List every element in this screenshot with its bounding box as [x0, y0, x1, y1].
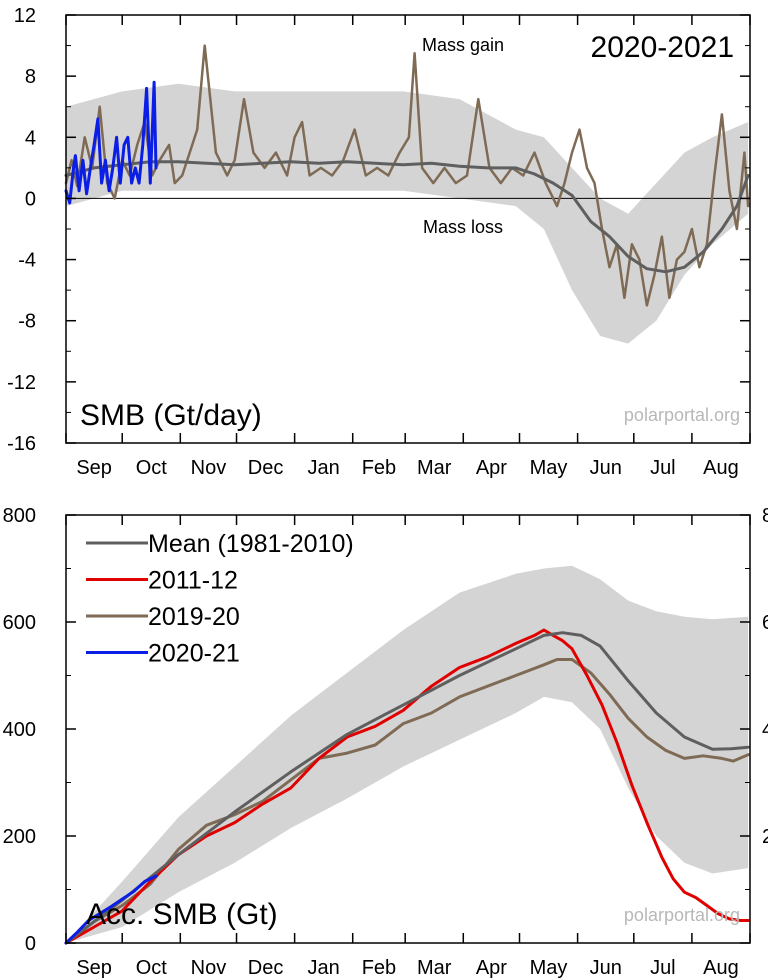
x-month-label: Jun — [590, 957, 622, 979]
x-month-label: Jun — [590, 457, 622, 479]
top-chart-title: 2020-2021 — [591, 31, 734, 64]
right-tick-label: 8 — [762, 505, 768, 527]
y-tick-label: -4 — [18, 250, 36, 272]
top-x-axis: Sep Oct Nov Dec Jan Feb Mar Apr May Jun Jul Aug — [65, 15, 751, 479]
y-tick-label: -12 — [7, 372, 36, 394]
series-line-2019-20 — [64, 658, 750, 945]
x-month-label: Sep — [76, 957, 112, 979]
x-month-label: Mar — [417, 957, 452, 979]
series-line-mean-1981-2010- — [64, 160, 750, 274]
right-tick-label: 2 — [762, 826, 768, 848]
y-tick-label: 800 — [3, 505, 36, 527]
y-tick-label: 8 — [25, 66, 36, 88]
legend-label: 2019-20 — [148, 603, 240, 631]
y-tick-label: 400 — [3, 719, 36, 741]
x-month-label: Oct — [136, 457, 168, 479]
right-tick-label: 4 — [762, 719, 768, 741]
bottom-series-group — [64, 628, 750, 945]
x-month-label: Jul — [650, 457, 676, 479]
series-line-2019-20 — [64, 44, 750, 307]
x-month-label: Jan — [308, 957, 340, 979]
y-tick-label: 0 — [25, 188, 36, 210]
right-tick-label: 6 — [762, 612, 768, 634]
legend-label: Mean (1981-2010) — [148, 530, 354, 558]
top-watermark: polarportal.org — [624, 405, 740, 425]
legend-label: 2011-12 — [148, 567, 238, 595]
x-month-label: Mar — [417, 457, 452, 479]
series-line-2020-21 — [64, 874, 158, 945]
series-line-2011-12 — [64, 628, 750, 945]
y-tick-label: 600 — [3, 612, 36, 634]
legend-label: 2020-21 — [148, 640, 240, 668]
legend: Mean (1981-2010) 2011-12 2019-20 2020-21 — [86, 530, 354, 668]
bottom-right-axis: 8 6 4 2 — [762, 505, 768, 848]
y-tick-label: 12 — [14, 5, 36, 27]
accumulated-smb-panel: 800 600 400 200 0 8 6 4 2 Sep Oct Nov Dec Jan Feb Mar… — [3, 505, 768, 979]
y-tick-label: 200 — [3, 826, 36, 848]
x-month-label: Oct — [136, 957, 168, 979]
series-line-2020-21 — [64, 80, 158, 205]
series-line-mean-1981-2010- — [64, 631, 750, 945]
bottom-x-axis: Sep Oct Nov Dec Jan Feb Mar Apr May Jun Jul Aug — [65, 515, 751, 979]
x-month-label: May — [530, 957, 568, 979]
x-month-label: May — [530, 457, 568, 479]
bottom-y-axis: 800 600 400 200 0 — [3, 505, 750, 955]
x-month-label: Sep — [76, 457, 112, 479]
x-month-label: Dec — [248, 957, 284, 979]
x-month-label: Nov — [191, 457, 227, 479]
x-month-label: Aug — [703, 957, 739, 979]
bottom-watermark: polarportal.org — [624, 905, 740, 925]
x-month-label: Apr — [476, 457, 507, 479]
mass-gain-annotation: Mass gain — [422, 35, 504, 55]
y-tick-label: 0 — [25, 933, 36, 955]
x-month-label: Feb — [362, 457, 396, 479]
top-y-axis: 12 8 4 0 -4 -8 -12 -16 — [7, 5, 750, 455]
mass-loss-annotation: Mass loss — [423, 217, 503, 237]
y-tick-label: -16 — [7, 433, 36, 455]
x-month-label: Nov — [191, 957, 227, 979]
x-month-label: Dec — [248, 457, 284, 479]
x-month-label: Feb — [362, 957, 396, 979]
top-series-group — [64, 44, 750, 307]
top-ylabel: SMB (Gt/day) — [80, 399, 262, 432]
y-tick-label: -8 — [18, 311, 36, 333]
x-month-label: Jan — [308, 457, 340, 479]
y-tick-label: 4 — [25, 127, 36, 149]
x-month-label: Jul — [650, 957, 676, 979]
daily-smb-panel: 12 8 4 0 -4 -8 -12 -16 Sep Oct Nov Dec Jan Feb Mar Apr… — [7, 5, 751, 479]
x-month-label: Apr — [476, 957, 507, 979]
bottom-ylabel: Acc. SMB (Gt) — [86, 898, 278, 931]
x-month-label: Aug — [703, 457, 739, 479]
